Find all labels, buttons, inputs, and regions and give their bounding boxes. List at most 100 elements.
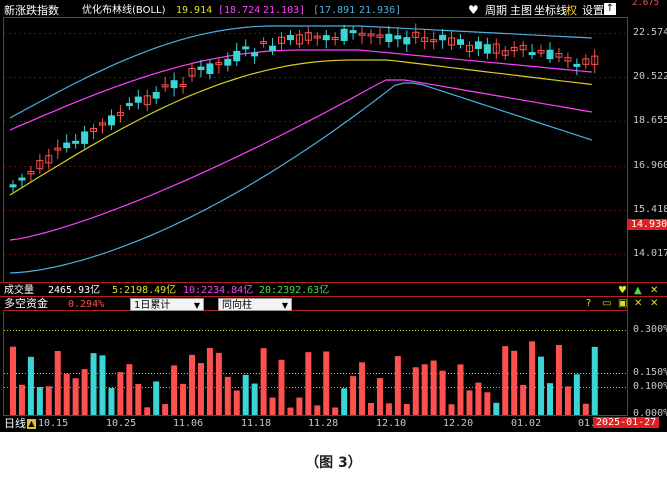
up-arrow-icon[interactable]: ↑ [604, 3, 616, 15]
candle-body [376, 34, 384, 38]
candle-body [492, 43, 500, 54]
fund-bar [368, 402, 374, 415]
candle-body [27, 170, 35, 175]
candle-body [510, 46, 518, 52]
candle-body [125, 103, 133, 107]
fund-bar [206, 347, 213, 415]
volume-ma5: 5:2198.49亿 [112, 285, 177, 296]
candle-body [116, 112, 124, 116]
candle-body [179, 83, 187, 87]
fund-bar [45, 386, 52, 415]
candle-body [564, 57, 572, 62]
fund-bar [305, 352, 312, 415]
price-label-6: 14.017 [633, 248, 667, 259]
menu-axis[interactable]: 坐标线 [534, 4, 567, 17]
fund-bar [341, 388, 348, 415]
help-icon[interactable]: ? [586, 298, 592, 309]
volume-value: 2465.93亿 [48, 285, 101, 296]
candle-body [63, 142, 71, 149]
boll-inner-high: 21.103] [263, 5, 306, 16]
fund-bar [153, 381, 160, 415]
fund-bar [538, 356, 545, 415]
fund-bar [117, 372, 124, 415]
date-label-9: 01. [578, 418, 597, 429]
fund-bar [394, 356, 401, 415]
candle-body [582, 58, 590, 65]
menu-rights[interactable]: 权 [566, 4, 577, 17]
fund-bar [278, 359, 285, 415]
indicator-name[interactable]: 优化布林线(BOLL) [82, 5, 166, 16]
candle-body [170, 80, 178, 89]
fund-bar [54, 350, 61, 415]
minimize-icon[interactable]: ▭ [602, 298, 612, 309]
candle-body [331, 37, 339, 41]
bell-icon[interactable]: ▲ [634, 285, 642, 296]
fund-bar [242, 374, 249, 415]
candle-body [304, 32, 312, 41]
period-label[interactable]: 日线 [4, 417, 26, 430]
candle-body [591, 55, 599, 65]
fund-bar [448, 404, 455, 415]
fund-bar [359, 362, 366, 415]
heart-icon[interactable]: ♥ [618, 285, 627, 296]
fund-axis-4: 0.000% [633, 408, 667, 419]
price-axis-top: 2.675 [632, 0, 660, 8]
close-icon[interactable]: ✕ [650, 285, 659, 296]
fund-bar [197, 363, 204, 415]
fund-panel-value: 0.294% [68, 299, 105, 310]
fund-bar [484, 392, 491, 415]
main-panel-border [3, 17, 628, 283]
fund-bar [27, 356, 34, 415]
candle-body [519, 44, 527, 51]
fund-bar [529, 341, 536, 415]
date-label-6: 12.10 [376, 418, 407, 429]
menu-period[interactable]: 周期 [485, 4, 507, 17]
accumulate-select-value: 1日累计 [134, 300, 171, 311]
chevron-down-icon: ▼ [193, 301, 200, 310]
boll-outer-high: 21.936] [359, 5, 402, 16]
candle-body [457, 39, 464, 45]
candle-body [313, 35, 321, 39]
fund-bar [547, 383, 553, 415]
warning-icon[interactable]: ▲ [27, 419, 36, 429]
fund-bar [457, 364, 464, 415]
volume-ma10: 10:2234.84亿 [183, 285, 254, 296]
fund-bar [376, 378, 383, 415]
candle-body [90, 127, 98, 132]
date-label-7: 12.20 [443, 418, 474, 429]
close-icon[interactable]: ✕ [634, 298, 643, 309]
candle-body [72, 140, 80, 144]
candle-body [340, 28, 348, 42]
fund-bar [144, 407, 151, 415]
menu-settings[interactable]: 设置 [582, 4, 604, 17]
fund-bar [511, 350, 518, 415]
candle-body [206, 63, 214, 75]
settings-icon[interactable]: ▣ [618, 298, 628, 309]
fund-bar [502, 346, 509, 415]
volume-label: 成交量 [4, 285, 34, 296]
current-date-tag: 2025-01-27 [593, 417, 660, 428]
candle-body [81, 131, 89, 144]
close-icon[interactable]: ✕ [650, 298, 659, 309]
bar-mode-select[interactable]: 同向柱 ▼ [218, 298, 292, 311]
candle-body [45, 155, 53, 164]
band-inner-upper [9, 49, 592, 131]
index-name: 新涨跌指数 [4, 4, 59, 17]
candle-body [573, 63, 581, 67]
fund-bar [555, 344, 562, 415]
fund-bar [296, 397, 303, 415]
candle-body [233, 50, 241, 62]
candle-body [546, 49, 554, 60]
accumulate-select[interactable]: 1日累计 ▼ [130, 298, 204, 311]
fund-bar [493, 402, 500, 415]
heart-icon[interactable]: ♥ [468, 3, 479, 17]
fund-bar [475, 382, 482, 415]
candle-body [215, 62, 223, 66]
fund-bar [162, 404, 169, 415]
menu-main-chart[interactable]: 主图 [510, 4, 532, 17]
fund-bar [412, 367, 419, 415]
boll-inner-low: [18.724 [218, 5, 261, 16]
candle-body [99, 122, 106, 126]
boll-mid-value: 19.914 [176, 5, 213, 16]
band-middle [9, 59, 592, 196]
